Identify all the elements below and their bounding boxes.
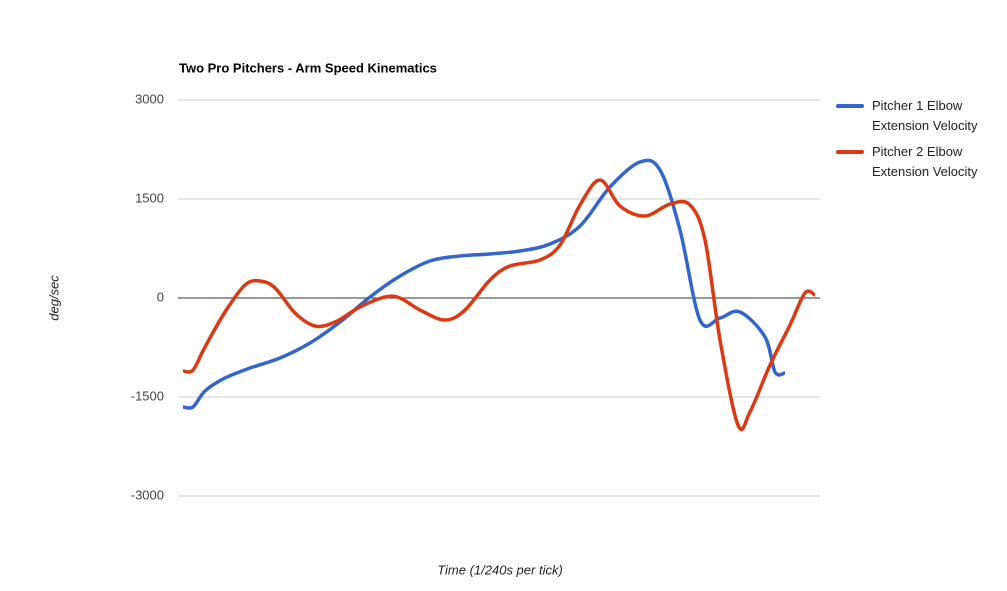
legend-label: Pitcher 2 Elbow Extension Velocity [872, 144, 978, 179]
y-tick-label: 0 [157, 289, 164, 304]
legend: Pitcher 1 Elbow Extension Velocity Pitche… [836, 96, 1001, 188]
y-tick-label: 3000 [135, 91, 164, 106]
legend-swatch [836, 150, 864, 154]
y-tick-label: 1500 [135, 190, 164, 205]
chart-title: Two Pro Pitchers - Arm Speed Kinematics [179, 60, 437, 75]
x-axis-title: Time (1/240s per tick) [437, 562, 563, 577]
legend-item: Pitcher 2 Elbow Extension Velocity [836, 142, 1001, 182]
legend-swatch [836, 104, 864, 108]
y-tick-label: -3000 [131, 487, 164, 502]
line-series [182, 178, 816, 432]
y-tick-label: -1500 [131, 388, 164, 403]
legend-label: Pitcher 1 Elbow Extension Velocity [872, 98, 978, 133]
legend-item: Pitcher 1 Elbow Extension Velocity [836, 96, 1001, 136]
y-axis-title: deg/sec [46, 275, 61, 321]
